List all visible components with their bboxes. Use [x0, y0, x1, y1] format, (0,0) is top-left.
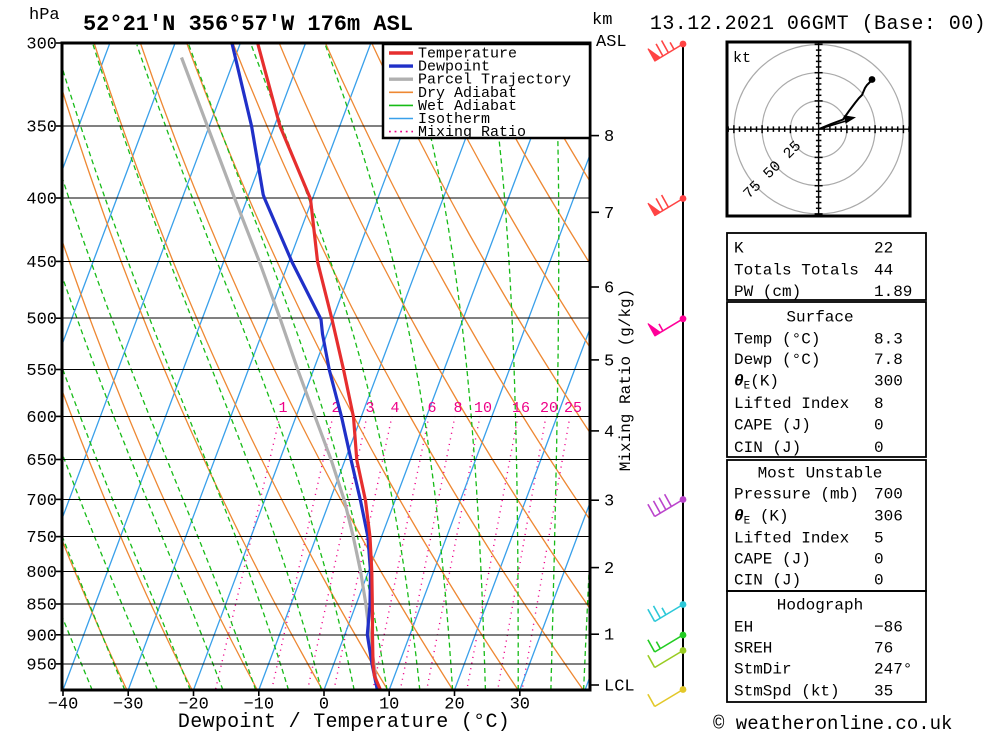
svg-text:PW (cm): PW (cm) — [734, 283, 801, 301]
svg-text:1: 1 — [278, 400, 287, 417]
svg-text:Lifted Index: Lifted Index — [734, 530, 849, 548]
svg-text:−20: −20 — [178, 696, 209, 715]
svg-text:35: 35 — [874, 683, 893, 701]
svg-text:6: 6 — [604, 280, 614, 299]
svg-text:20: 20 — [444, 696, 464, 715]
svg-text:Totals Totals: Totals Totals — [734, 262, 859, 280]
svg-text:8: 8 — [874, 395, 884, 413]
svg-text:km: km — [592, 11, 612, 30]
svg-text:Wet Adiabat: Wet Adiabat — [418, 98, 517, 115]
svg-text:Mixing Ratio: Mixing Ratio — [418, 124, 526, 141]
svg-text:LCL: LCL — [604, 678, 635, 697]
svg-text:hPa: hPa — [29, 6, 60, 25]
svg-text:CIN (J): CIN (J) — [734, 572, 801, 590]
svg-text:−30: −30 — [113, 696, 144, 715]
svg-text:CAPE (J): CAPE (J) — [734, 417, 811, 435]
svg-text:ASL: ASL — [596, 33, 627, 52]
svg-text:Dewpoint: Dewpoint — [418, 59, 490, 76]
svg-text:Surface: Surface — [786, 309, 853, 327]
svg-text:0: 0 — [874, 551, 884, 569]
svg-text:−10: −10 — [243, 696, 274, 715]
svg-text:Lifted Index: Lifted Index — [734, 395, 849, 413]
svg-text:0: 0 — [874, 572, 884, 590]
svg-text:700: 700 — [874, 486, 903, 504]
svg-text:© weatheronline.co.uk: © weatheronline.co.uk — [713, 713, 952, 733]
svg-text:5: 5 — [604, 352, 614, 371]
svg-text:Dewpoint / Temperature (°C): Dewpoint / Temperature (°C) — [178, 711, 510, 733]
svg-text:1.89: 1.89 — [874, 283, 912, 301]
svg-text:800: 800 — [26, 564, 57, 583]
svg-text:Temp (°C): Temp (°C) — [734, 331, 820, 349]
svg-text:−86: −86 — [874, 619, 903, 637]
svg-text:3: 3 — [604, 493, 614, 512]
svg-text:5: 5 — [874, 530, 884, 548]
svg-text:450: 450 — [26, 254, 57, 273]
svg-text:400: 400 — [26, 191, 57, 210]
svg-text:Mixing Ratio (g/kg): Mixing Ratio (g/kg) — [617, 289, 635, 471]
svg-text:300: 300 — [874, 373, 903, 391]
svg-text:θE (K): θE (K) — [734, 508, 789, 528]
svg-text:350: 350 — [26, 119, 57, 138]
svg-text:Isotherm: Isotherm — [418, 111, 490, 128]
svg-text:8: 8 — [453, 400, 462, 417]
svg-text:Temperature: Temperature — [418, 46, 517, 63]
svg-text:25: 25 — [564, 400, 582, 417]
svg-text:247°: 247° — [874, 661, 912, 679]
svg-text:22: 22 — [874, 240, 893, 258]
svg-text:2: 2 — [331, 400, 340, 417]
svg-text:750: 750 — [26, 529, 57, 548]
svg-text:CIN (J): CIN (J) — [734, 439, 801, 457]
svg-text:550: 550 — [26, 362, 57, 381]
svg-text:900: 900 — [26, 627, 57, 646]
svg-text:7.8: 7.8 — [874, 351, 903, 369]
svg-text:EH: EH — [734, 619, 753, 637]
svg-text:SREH: SREH — [734, 640, 772, 658]
svg-text:kt: kt — [733, 50, 751, 67]
svg-text:10: 10 — [474, 400, 492, 417]
svg-text:Dewp (°C): Dewp (°C) — [734, 351, 820, 369]
svg-text:Parcel Trajectory: Parcel Trajectory — [418, 72, 571, 89]
svg-text:700: 700 — [26, 492, 57, 511]
svg-text:−40: −40 — [48, 696, 79, 715]
svg-text:4: 4 — [390, 400, 399, 417]
svg-text:0: 0 — [874, 417, 884, 435]
svg-text:0: 0 — [319, 696, 329, 715]
svg-text:2: 2 — [604, 560, 614, 579]
svg-text:3: 3 — [365, 400, 374, 417]
svg-text:StmSpd (kt): StmSpd (kt) — [734, 683, 840, 701]
svg-text:20: 20 — [540, 400, 558, 417]
svg-text:13.12.2021 06GMT (Base: 00): 13.12.2021 06GMT (Base: 00) — [650, 13, 986, 36]
svg-text:K: K — [734, 240, 744, 258]
svg-text:StmDir: StmDir — [734, 661, 792, 679]
svg-text:Hodograph: Hodograph — [777, 597, 863, 615]
svg-text:300: 300 — [26, 36, 57, 55]
svg-text:76: 76 — [874, 640, 893, 658]
svg-text:650: 650 — [26, 452, 57, 471]
svg-text:30: 30 — [510, 696, 530, 715]
svg-text:44: 44 — [874, 262, 893, 280]
svg-text:306: 306 — [874, 508, 903, 526]
svg-text:1: 1 — [604, 627, 614, 646]
svg-text:6: 6 — [427, 400, 436, 417]
svg-text:600: 600 — [26, 409, 57, 428]
svg-text:4: 4 — [604, 423, 614, 442]
svg-text:500: 500 — [26, 311, 57, 330]
svg-text:950: 950 — [26, 656, 57, 675]
svg-text:8: 8 — [604, 128, 614, 147]
svg-text:Pressure (mb): Pressure (mb) — [734, 486, 859, 504]
svg-text:52°21'N 356°57'W 176m ASL: 52°21'N 356°57'W 176m ASL — [83, 12, 413, 37]
svg-text:0: 0 — [874, 439, 884, 457]
svg-text:16: 16 — [512, 400, 530, 417]
svg-text:850: 850 — [26, 597, 57, 616]
svg-text:7: 7 — [604, 205, 614, 224]
svg-text:θE(K): θE(K) — [734, 373, 779, 393]
svg-text:10: 10 — [379, 696, 399, 715]
svg-text:CAPE (J): CAPE (J) — [734, 551, 811, 569]
svg-text:Dry Adiabat: Dry Adiabat — [418, 85, 517, 102]
svg-text:8.3: 8.3 — [874, 331, 903, 349]
svg-text:Most Unstable: Most Unstable — [758, 465, 883, 483]
